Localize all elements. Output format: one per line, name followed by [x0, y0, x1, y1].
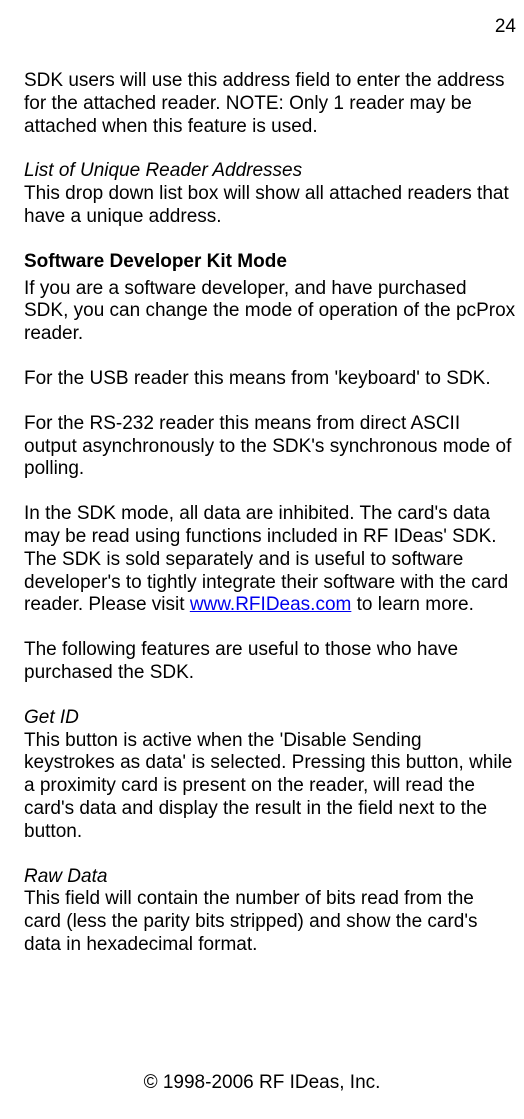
sdk-mode-heading: Software Developer Kit Mode — [24, 251, 516, 274]
page: 24 SDK users will use this address field… — [0, 0, 524, 1119]
get-id-heading: Get ID — [24, 707, 516, 730]
raw-data-heading: Raw Data — [24, 866, 516, 889]
sdk-mode-p3: For the RS-232 reader this means from di… — [24, 413, 516, 481]
rfideas-link[interactable]: www.RFIDeas.com — [190, 594, 352, 615]
get-id-body: This button is active when the 'Disable … — [24, 730, 516, 844]
list-addresses-heading: List of Unique Reader Addresses — [24, 160, 516, 183]
sdk-mode-p2: For the USB reader this means from 'keyb… — [24, 368, 516, 391]
sdk-mode-p4: In the SDK mode, all data are inhibited.… — [24, 503, 516, 617]
raw-data-body: This field will contain the number of bi… — [24, 888, 516, 956]
page-content: SDK users will use this address field to… — [24, 70, 516, 957]
footer-copyright: © 1998-2006 RF IDeas, Inc. — [0, 1072, 524, 1095]
sdk-mode-p5: The following features are useful to tho… — [24, 639, 516, 685]
sdk-mode-p4-post: to learn more. — [351, 594, 474, 615]
page-number: 24 — [495, 16, 516, 39]
sdk-mode-p1: If you are a software developer, and hav… — [24, 278, 516, 346]
intro-paragraph: SDK users will use this address field to… — [24, 70, 516, 138]
list-addresses-body: This drop down list box will show all at… — [24, 183, 516, 229]
